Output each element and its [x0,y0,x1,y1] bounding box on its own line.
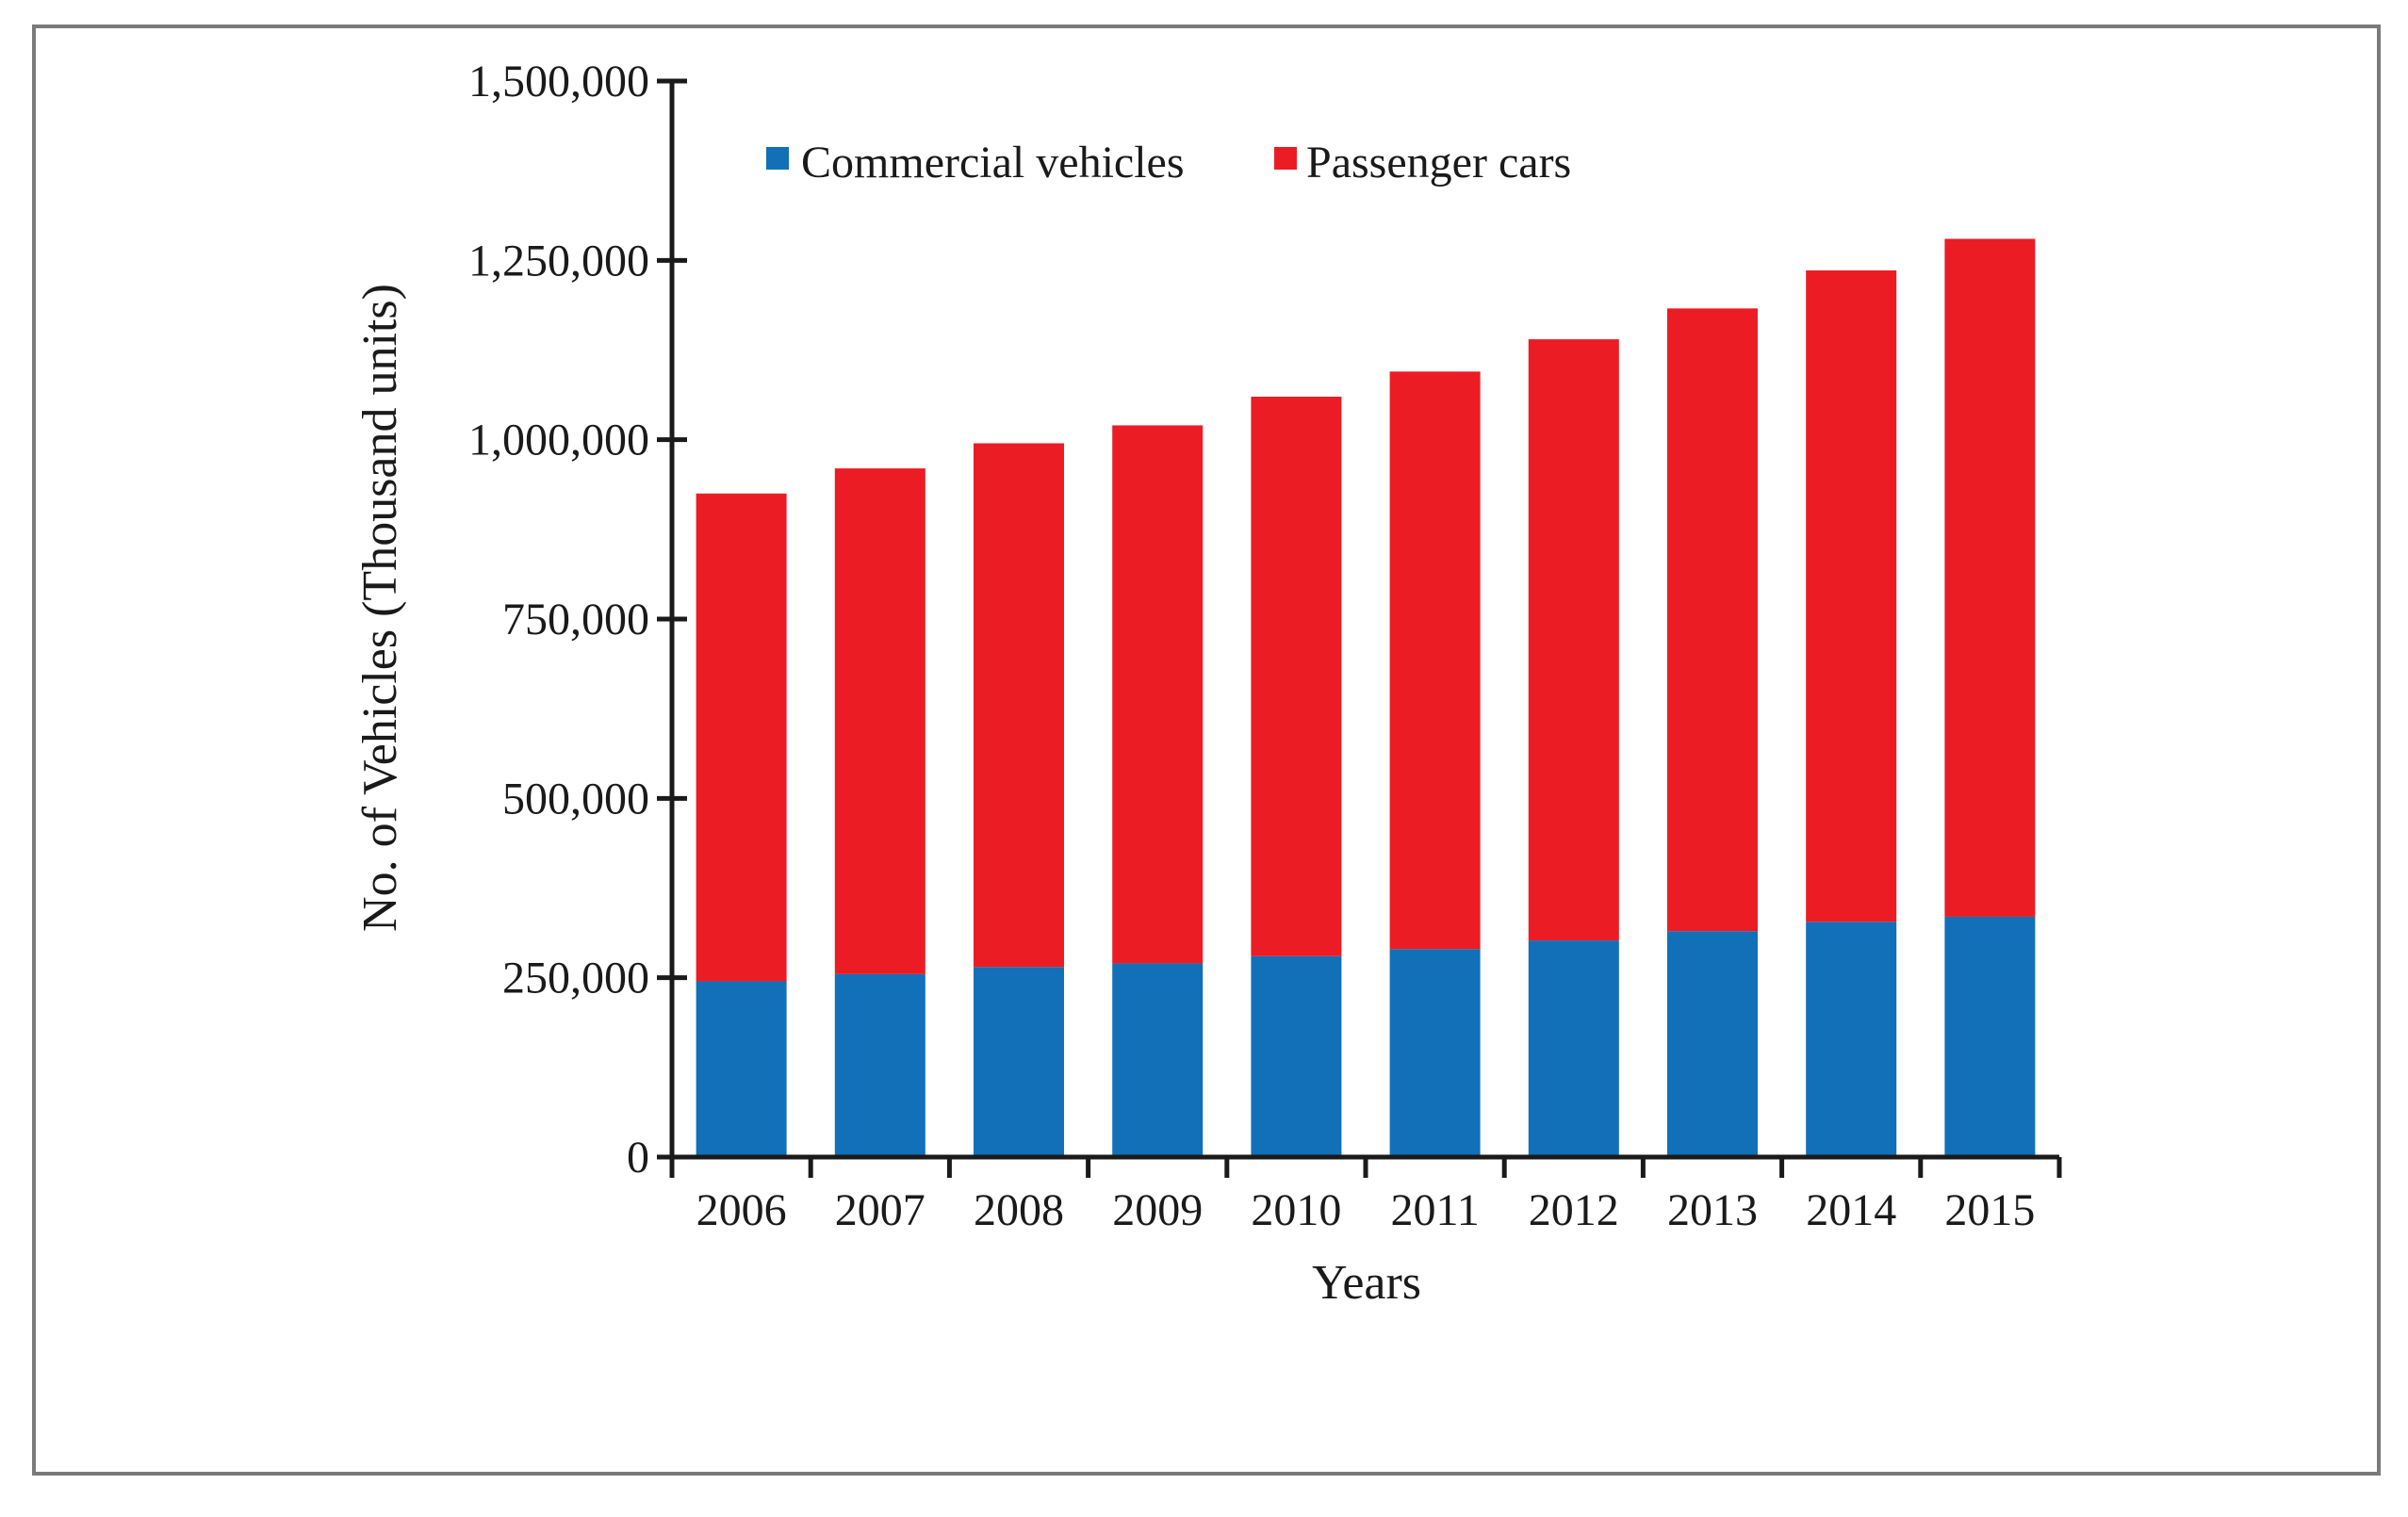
bar-passenger-cars-2008 [974,443,1064,968]
bar-commercial-vehicles-2015 [1944,916,2036,1157]
x-axis-title: Years [1312,1256,1421,1310]
bar-commercial-vehicles-2011 [1389,949,1481,1157]
x-tick-label-2008: 2008 [974,1185,1064,1235]
x-tick-label-2007: 2007 [835,1185,926,1235]
bar-commercial-vehicles-2009 [1112,963,1204,1157]
bar-passenger-cars-2009 [1112,425,1204,964]
bar-passenger-cars-2007 [834,468,926,974]
bar-commercial-vehicles-2014 [1806,922,1897,1157]
y-axis-title: No. of Vehicles (Thousand units) [353,284,407,932]
y-tick-label: 500,000 [502,774,649,824]
legend: Commercial vehicles Passenger cars [766,138,1571,188]
y-tick-label: 750,000 [502,595,649,644]
y-tick-label: 1,500,000 [468,57,649,106]
x-tick-label-2012: 2012 [1529,1185,1619,1235]
x-tick-label-2009: 2009 [1112,1185,1203,1235]
legend-swatch-passenger-cars [1274,147,1297,170]
x-tick-label-2013: 2013 [1667,1185,1758,1235]
x-tick-label-2011: 2011 [1390,1185,1479,1235]
bar-commercial-vehicles-2007 [834,973,926,1157]
y-tick-label: 1,250,000 [468,236,649,285]
bar-passenger-cars-2006 [696,493,787,982]
legend-label-passenger-cars: Passenger cars [1306,138,1571,188]
bar-passenger-cars-2013 [1667,308,1758,932]
ticks-layer: 0 250,000 500,000 750,000 1,000,000 1,250,000… [468,57,2062,1235]
y-tick-label: 250,000 [502,954,649,1003]
bar-commercial-vehicles-2010 [1251,955,1342,1157]
legend-label-commercial-vehicles: Commercial vehicles [801,138,1185,188]
legend-swatch-commercial-vehicles [766,147,789,170]
bar-passenger-cars-2012 [1528,339,1619,941]
x-tick-label-2006: 2006 [696,1185,787,1235]
bar-passenger-cars-2011 [1389,371,1481,950]
bar-commercial-vehicles-2006 [696,981,787,1157]
bar-commercial-vehicles-2008 [974,967,1064,1157]
bars-layer [696,238,2036,1157]
x-tick-label-2010: 2010 [1251,1185,1341,1235]
bar-passenger-cars-2015 [1944,238,2036,917]
y-tick-label: 0 [627,1133,649,1183]
bar-commercial-vehicles-2012 [1528,940,1619,1157]
y-tick-label: 1,000,000 [468,416,649,465]
bar-commercial-vehicles-2013 [1667,931,1758,1157]
x-tick-label-2015: 2015 [1944,1185,2035,1235]
x-tick-label-2014: 2014 [1806,1185,1896,1235]
bar-passenger-cars-2010 [1251,396,1342,956]
bar-passenger-cars-2014 [1806,269,1897,922]
